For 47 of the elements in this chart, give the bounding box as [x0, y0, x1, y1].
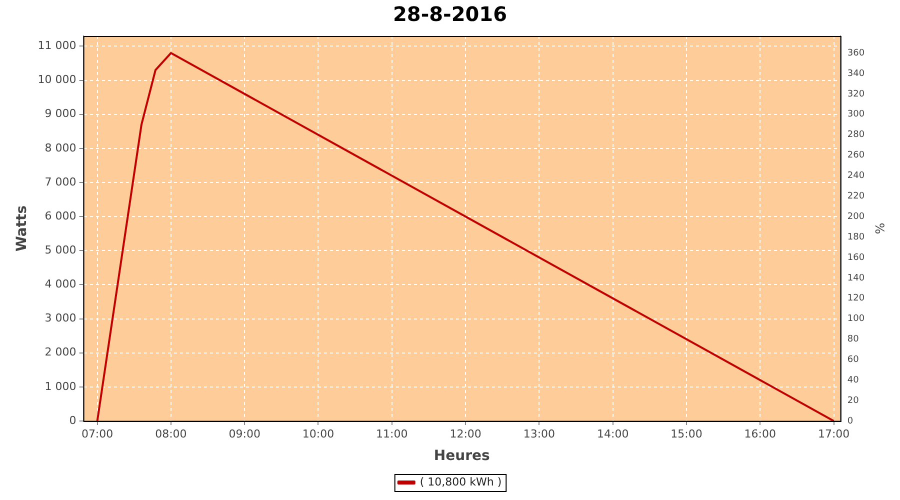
y2-tick-label: 200	[847, 212, 865, 222]
y-tick-label: 8 000	[44, 141, 76, 154]
y2-tick-label: 80	[847, 334, 860, 345]
x-tick-label: 14:00	[596, 427, 629, 440]
y2-tick-label: 220	[847, 191, 865, 202]
y2-tick-label: 120	[847, 294, 865, 304]
y2-tick-label: 160	[847, 252, 865, 263]
y-tick-label: 10 000	[38, 73, 76, 86]
y-tick-label: 2 000	[44, 346, 76, 359]
x-tick-label: 17:00	[818, 427, 850, 440]
y-tick-label: 11 000	[38, 39, 76, 52]
x-tick-label: 10:00	[302, 427, 334, 440]
legend-label: ( 10,800 kWh )	[420, 475, 502, 488]
y2-axis-title: %	[872, 222, 887, 234]
y-axis-title: Watts	[14, 205, 30, 252]
y2-tick-label: 60	[847, 355, 860, 366]
x-axis-title: Heures	[434, 448, 490, 464]
y-tick-label: 9 000	[44, 107, 76, 120]
y-tick-label: 3 000	[44, 312, 76, 325]
x-tick-label: 12:00	[450, 427, 482, 440]
y-tick-label: 1 000	[44, 380, 76, 393]
y2-tick-label: 320	[847, 89, 865, 100]
y2-tick-label: 180	[847, 232, 865, 242]
y-tick-label: 6 000	[44, 209, 76, 222]
y2-tick-label: 340	[847, 68, 865, 79]
y2-tick-label: 0	[847, 416, 854, 426]
y2-tick-label: 280	[847, 130, 865, 140]
y-tick-label: 0	[69, 414, 76, 427]
y2-tick-label: 260	[847, 150, 865, 161]
y2-tick-label: 300	[847, 110, 865, 120]
y2-tick-label: 360	[847, 48, 865, 58]
x-tick-label: 09:00	[228, 427, 260, 440]
x-tick-label: 15:00	[670, 427, 702, 440]
x-tick-label: 13:00	[523, 427, 556, 440]
y2-tick-label: 240	[847, 171, 865, 182]
y2-tick-label: 100	[847, 314, 865, 324]
chart-title: 28-8-2016	[392, 2, 508, 26]
x-tick-label: 07:00	[81, 427, 114, 440]
x-tick-label: 11:00	[376, 427, 408, 440]
y2-tick-label: 40	[847, 375, 860, 386]
y-tick-label: 4 000	[44, 278, 76, 291]
y-tick-label: 5 000	[44, 244, 76, 257]
x-tick-label: 16:00	[744, 427, 776, 440]
y2-tick-label: 140	[847, 273, 865, 284]
y2-tick-label: 20	[847, 396, 860, 406]
x-tick-label: 08:00	[155, 427, 187, 440]
y-tick-label: 7 000	[44, 175, 76, 188]
